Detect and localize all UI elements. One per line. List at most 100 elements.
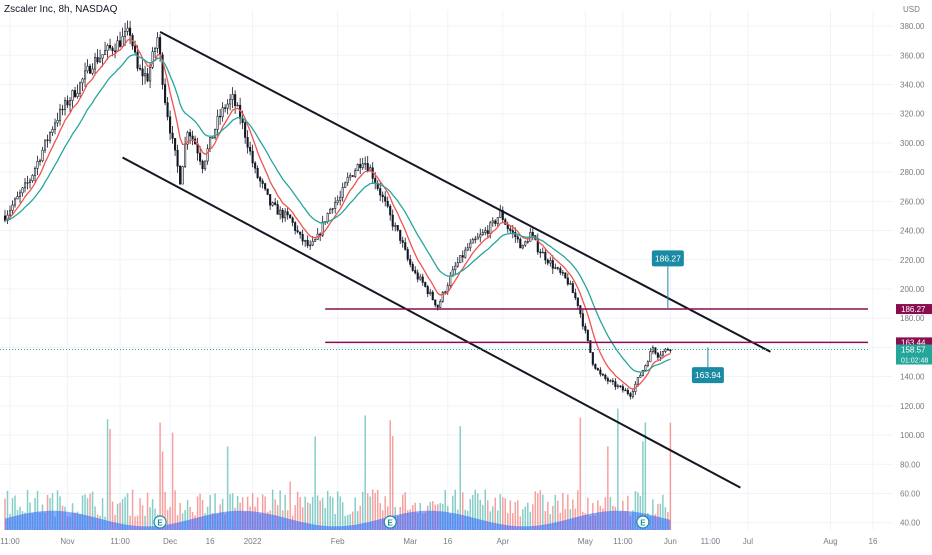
x-tick-label: Mar — [403, 537, 417, 546]
candle-body — [26, 182, 29, 184]
candle-body — [491, 220, 494, 224]
candle-body — [344, 182, 347, 188]
volume-bar — [174, 490, 176, 530]
candle-body — [484, 230, 487, 233]
candle-body — [546, 259, 549, 264]
candle-body — [214, 128, 217, 138]
chart-title: Zscaler Inc, 8h, NASDAQ — [4, 4, 118, 15]
candle-body — [121, 36, 124, 47]
candle-body — [281, 209, 284, 219]
x-tick-label: 2022 — [244, 537, 262, 546]
candle-body — [16, 196, 19, 200]
candle-body — [76, 92, 79, 97]
volume-bar — [474, 489, 477, 530]
candle-body — [531, 232, 534, 236]
y-tick-label: 80.00 — [900, 460, 921, 469]
volume-bar — [509, 500, 512, 530]
candle-body — [481, 232, 484, 235]
candle-body — [641, 369, 644, 376]
candle-body — [569, 283, 572, 285]
candle-body — [526, 241, 529, 243]
volume-bar — [514, 502, 517, 530]
candle-body — [124, 31, 127, 37]
candle-body — [164, 84, 167, 103]
volume-bar — [6, 490, 9, 530]
candle-body — [386, 200, 389, 207]
volume-bar — [11, 497, 14, 530]
earnings-letter: E — [157, 519, 163, 528]
volume-bar — [134, 516, 136, 530]
candle-body — [504, 219, 507, 225]
candle-body — [99, 57, 102, 63]
candle-body — [73, 90, 77, 97]
volume-bar — [339, 496, 341, 530]
volume-bar — [454, 489, 457, 530]
candle-body — [436, 304, 439, 308]
volume-bar — [659, 503, 662, 530]
support-label-text: 163.44 — [901, 338, 926, 347]
candle-body — [306, 240, 309, 246]
channel-upper-line[interactable] — [159, 31, 771, 353]
candle-body — [179, 165, 182, 185]
candle-body — [41, 149, 44, 162]
volume-bar — [489, 511, 492, 530]
candle-body — [236, 104, 239, 107]
candle-body — [571, 283, 574, 294]
volume-bar — [522, 509, 524, 530]
volume-bar — [319, 500, 321, 530]
volume-bar — [111, 501, 114, 530]
volume-bar — [114, 514, 116, 530]
volume-bar — [562, 493, 564, 530]
candle-body — [151, 51, 154, 68]
volume-bar — [91, 491, 94, 530]
candle-body — [33, 168, 37, 176]
volume-bar — [497, 510, 499, 530]
volume-bar — [552, 505, 554, 530]
volume-bar — [389, 420, 391, 530]
candle-body — [53, 122, 57, 130]
candle-body — [364, 163, 367, 165]
volume-bar — [579, 417, 582, 530]
volume-bar — [534, 491, 537, 530]
volume-bar — [459, 426, 462, 530]
candle-body — [441, 292, 444, 302]
candle-body — [614, 381, 617, 387]
earnings-marker[interactable]: E — [636, 515, 650, 529]
price-callout[interactable]: 163.94 — [691, 347, 724, 384]
volume-bar — [214, 493, 216, 530]
volume-bar — [519, 516, 522, 530]
candle-body — [111, 47, 114, 52]
volume-bar — [304, 496, 306, 530]
earnings-marker[interactable]: E — [383, 515, 397, 529]
volume-bar — [139, 498, 141, 530]
price-callout[interactable]: 186.27 — [651, 250, 684, 310]
support-label: 163.44 — [896, 337, 932, 348]
candle-body — [21, 187, 24, 194]
candle-body — [659, 354, 662, 358]
volume-bar — [669, 422, 672, 530]
candle-body — [411, 264, 414, 271]
candle-body — [249, 146, 252, 152]
candle-body — [201, 160, 204, 170]
volume-bar — [644, 422, 647, 530]
candle-body — [494, 220, 497, 224]
candle-body — [299, 231, 302, 235]
candle-body — [591, 352, 594, 365]
candle-body — [28, 180, 32, 183]
channel-lower-line[interactable] — [122, 156, 741, 489]
volume-bar — [444, 489, 446, 530]
volume-bar — [184, 510, 186, 530]
candle-body — [191, 135, 194, 140]
volume-bar — [56, 490, 59, 530]
candle-body — [326, 213, 329, 222]
candle-body — [611, 380, 614, 382]
candle-body — [596, 368, 599, 371]
candle-body — [584, 325, 587, 331]
candle-body — [426, 286, 429, 295]
earnings-marker[interactable]: E — [153, 515, 167, 529]
earnings-circle — [383, 515, 397, 529]
candle-body — [346, 176, 349, 184]
volume-bar — [537, 493, 539, 530]
volume-bar — [119, 502, 121, 530]
